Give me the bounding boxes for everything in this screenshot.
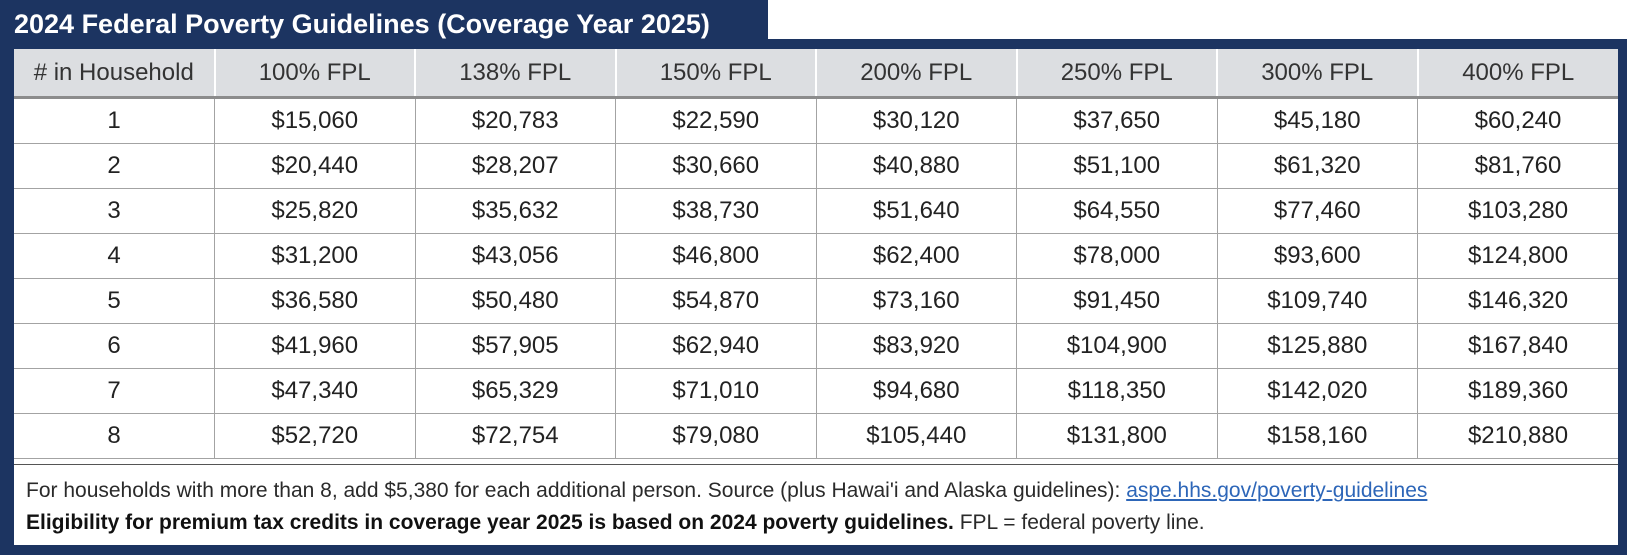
household-size-cell: 2: [14, 143, 215, 189]
income-cell: $78,000: [1016, 233, 1217, 279]
column-header: 200% FPL: [815, 49, 1017, 99]
income-cell: $65,329: [414, 368, 616, 414]
fpl-definition: FPL = federal poverty line.: [953, 511, 1205, 534]
income-cell: $22,590: [615, 97, 816, 144]
income-cell: $36,580: [214, 278, 415, 324]
income-cell: $189,360: [1417, 368, 1618, 414]
column-header: 150% FPL: [614, 49, 816, 99]
header-row: # in Household 100% FPL 138% FPL 150% FP…: [14, 49, 1618, 99]
income-cell: $124,800: [1417, 233, 1618, 279]
income-cell: $125,880: [1216, 323, 1418, 369]
footnote-line-2: Eligibility for premium tax credits in c…: [26, 507, 1606, 539]
income-cell: $37,650: [1016, 97, 1217, 144]
income-cell: $40,880: [815, 143, 1017, 189]
footnote-line-1: For households with more than 8, add $5,…: [26, 475, 1606, 507]
table-row: 2 $20,440 $28,207 $30,660 $40,880 $51,100 $61,…: [14, 143, 1618, 189]
income-cell: $167,840: [1417, 323, 1618, 369]
income-cell: $91,450: [1016, 278, 1217, 324]
table-body: 1 $15,060 $20,783 $22,590 $30,120 $37,650 $45,…: [14, 97, 1618, 459]
income-cell: $79,080: [615, 413, 816, 459]
household-size-cell: 7: [14, 368, 215, 414]
income-cell: $57,905: [414, 323, 616, 369]
table-divider: [14, 464, 1618, 465]
table-row: 3 $25,820 $35,632 $38,730 $51,640 $64,550 $77,…: [14, 188, 1618, 234]
household-size-cell: 3: [14, 188, 215, 234]
income-cell: $146,320: [1417, 278, 1618, 324]
income-cell: $103,280: [1417, 188, 1618, 234]
income-cell: $30,660: [615, 143, 816, 189]
income-cell: $118,350: [1016, 368, 1217, 414]
table-panel: # in Household 100% FPL 138% FPL 150% FP…: [14, 49, 1618, 545]
income-cell: $35,632: [414, 188, 616, 234]
income-cell: $45,180: [1216, 97, 1418, 144]
income-cell: $210,880: [1417, 413, 1618, 459]
income-cell: $60,240: [1417, 97, 1618, 144]
income-cell: $142,020: [1216, 368, 1418, 414]
income-cell: $83,920: [815, 323, 1017, 369]
table-row: 1 $15,060 $20,783 $22,590 $30,120 $37,650 $45,…: [14, 97, 1618, 144]
income-cell: $131,800: [1016, 413, 1217, 459]
poverty-guidelines-table: # in Household 100% FPL 138% FPL 150% FP…: [14, 49, 1618, 459]
income-cell: $52,720: [214, 413, 415, 459]
income-cell: $31,200: [214, 233, 415, 279]
income-cell: $61,320: [1216, 143, 1418, 189]
income-cell: $104,900: [1016, 323, 1217, 369]
income-cell: $46,800: [615, 233, 816, 279]
income-cell: $50,480: [414, 278, 616, 324]
income-cell: $158,160: [1216, 413, 1418, 459]
eligibility-note: Eligibility for premium tax credits in c…: [26, 511, 954, 534]
column-header: 400% FPL: [1416, 49, 1618, 99]
table-row: 4 $31,200 $43,056 $46,800 $62,400 $78,000 $93,…: [14, 233, 1618, 279]
income-cell: $38,730: [615, 188, 816, 234]
footnote: For households with more than 8, add $5,…: [26, 475, 1606, 539]
income-cell: $30,120: [815, 97, 1017, 144]
table-row: 7 $47,340 $65,329 $71,010 $94,680 $118,350 $14…: [14, 368, 1618, 414]
income-cell: $94,680: [815, 368, 1017, 414]
income-cell: $20,440: [214, 143, 415, 189]
household-size-cell: 4: [14, 233, 215, 279]
income-cell: $25,820: [214, 188, 415, 234]
income-cell: $28,207: [414, 143, 616, 189]
income-cell: $72,754: [414, 413, 616, 459]
column-header: 300% FPL: [1216, 49, 1418, 99]
income-cell: $105,440: [815, 413, 1017, 459]
column-header: # in Household: [14, 49, 215, 99]
income-cell: $109,740: [1216, 278, 1418, 324]
income-cell: $51,100: [1016, 143, 1217, 189]
footnote-text: For households with more than 8, add $5,…: [26, 479, 1127, 502]
table-row: 8 $52,720 $72,754 $79,080 $105,440 $131,800 $1…: [14, 413, 1618, 459]
household-size-cell: 1: [14, 97, 215, 144]
income-cell: $62,400: [815, 233, 1017, 279]
page-title: 2024 Federal Poverty Guidelines (Coverag…: [0, 0, 768, 45]
income-cell: $64,550: [1016, 188, 1217, 234]
household-size-cell: 6: [14, 323, 215, 369]
income-cell: $73,160: [815, 278, 1017, 324]
income-cell: $62,940: [615, 323, 816, 369]
income-cell: $77,460: [1216, 188, 1418, 234]
column-header: 250% FPL: [1015, 49, 1217, 99]
income-cell: $54,870: [615, 278, 816, 324]
column-header: 100% FPL: [213, 49, 415, 99]
income-cell: $93,600: [1216, 233, 1418, 279]
table-row: 5 $36,580 $50,480 $54,870 $73,160 $91,450 $109…: [14, 278, 1618, 324]
income-cell: $71,010: [615, 368, 816, 414]
income-cell: $20,783: [414, 97, 616, 144]
income-cell: $47,340: [214, 368, 415, 414]
income-cell: $43,056: [414, 233, 616, 279]
table-row: 6 $41,960 $57,905 $62,940 $83,920 $104,900 $12…: [14, 323, 1618, 369]
income-cell: $41,960: [214, 323, 415, 369]
household-size-cell: 5: [14, 278, 215, 324]
household-size-cell: 8: [14, 413, 215, 459]
income-cell: $51,640: [815, 188, 1017, 234]
income-cell: $81,760: [1417, 143, 1618, 189]
source-link[interactable]: aspe.hhs.gov/poverty-guidelines: [1126, 479, 1428, 502]
column-header: 138% FPL: [414, 49, 616, 99]
income-cell: $15,060: [214, 97, 415, 144]
